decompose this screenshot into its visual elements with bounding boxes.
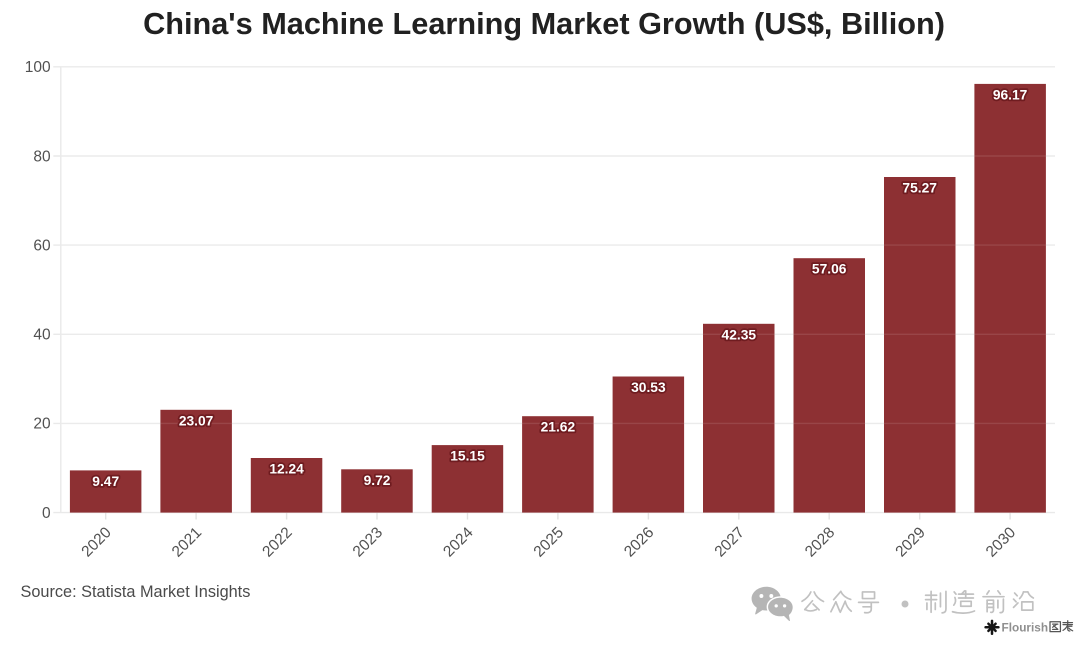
svg-text:China's Machine Learning Marke: China's Machine Learning Market Growth (…: [143, 6, 945, 41]
svg-text:15.15: 15.15: [450, 449, 485, 464]
svg-text:Source: Statista Market Insigh: Source: Statista Market Insights: [21, 583, 251, 601]
svg-text:60: 60: [33, 237, 51, 254]
svg-text:42.35: 42.35: [722, 327, 757, 342]
svg-text:20: 20: [33, 416, 51, 433]
svg-text:57.06: 57.06: [812, 262, 847, 277]
svg-text:80: 80: [33, 148, 51, 165]
svg-text:96.17: 96.17: [993, 87, 1028, 102]
svg-text:9.47: 9.47: [92, 474, 119, 489]
svg-text:30.53: 30.53: [631, 380, 666, 395]
svg-text:9.72: 9.72: [364, 473, 391, 488]
svg-text:75.27: 75.27: [902, 181, 937, 196]
svg-text:Flourish: Flourish: [1002, 621, 1049, 635]
svg-text:100: 100: [25, 59, 51, 76]
svg-text:21.62: 21.62: [541, 420, 576, 435]
svg-text:40: 40: [33, 327, 51, 344]
svg-text:23.07: 23.07: [179, 413, 214, 428]
svg-text:0: 0: [42, 505, 51, 522]
svg-text:12.24: 12.24: [269, 462, 304, 477]
